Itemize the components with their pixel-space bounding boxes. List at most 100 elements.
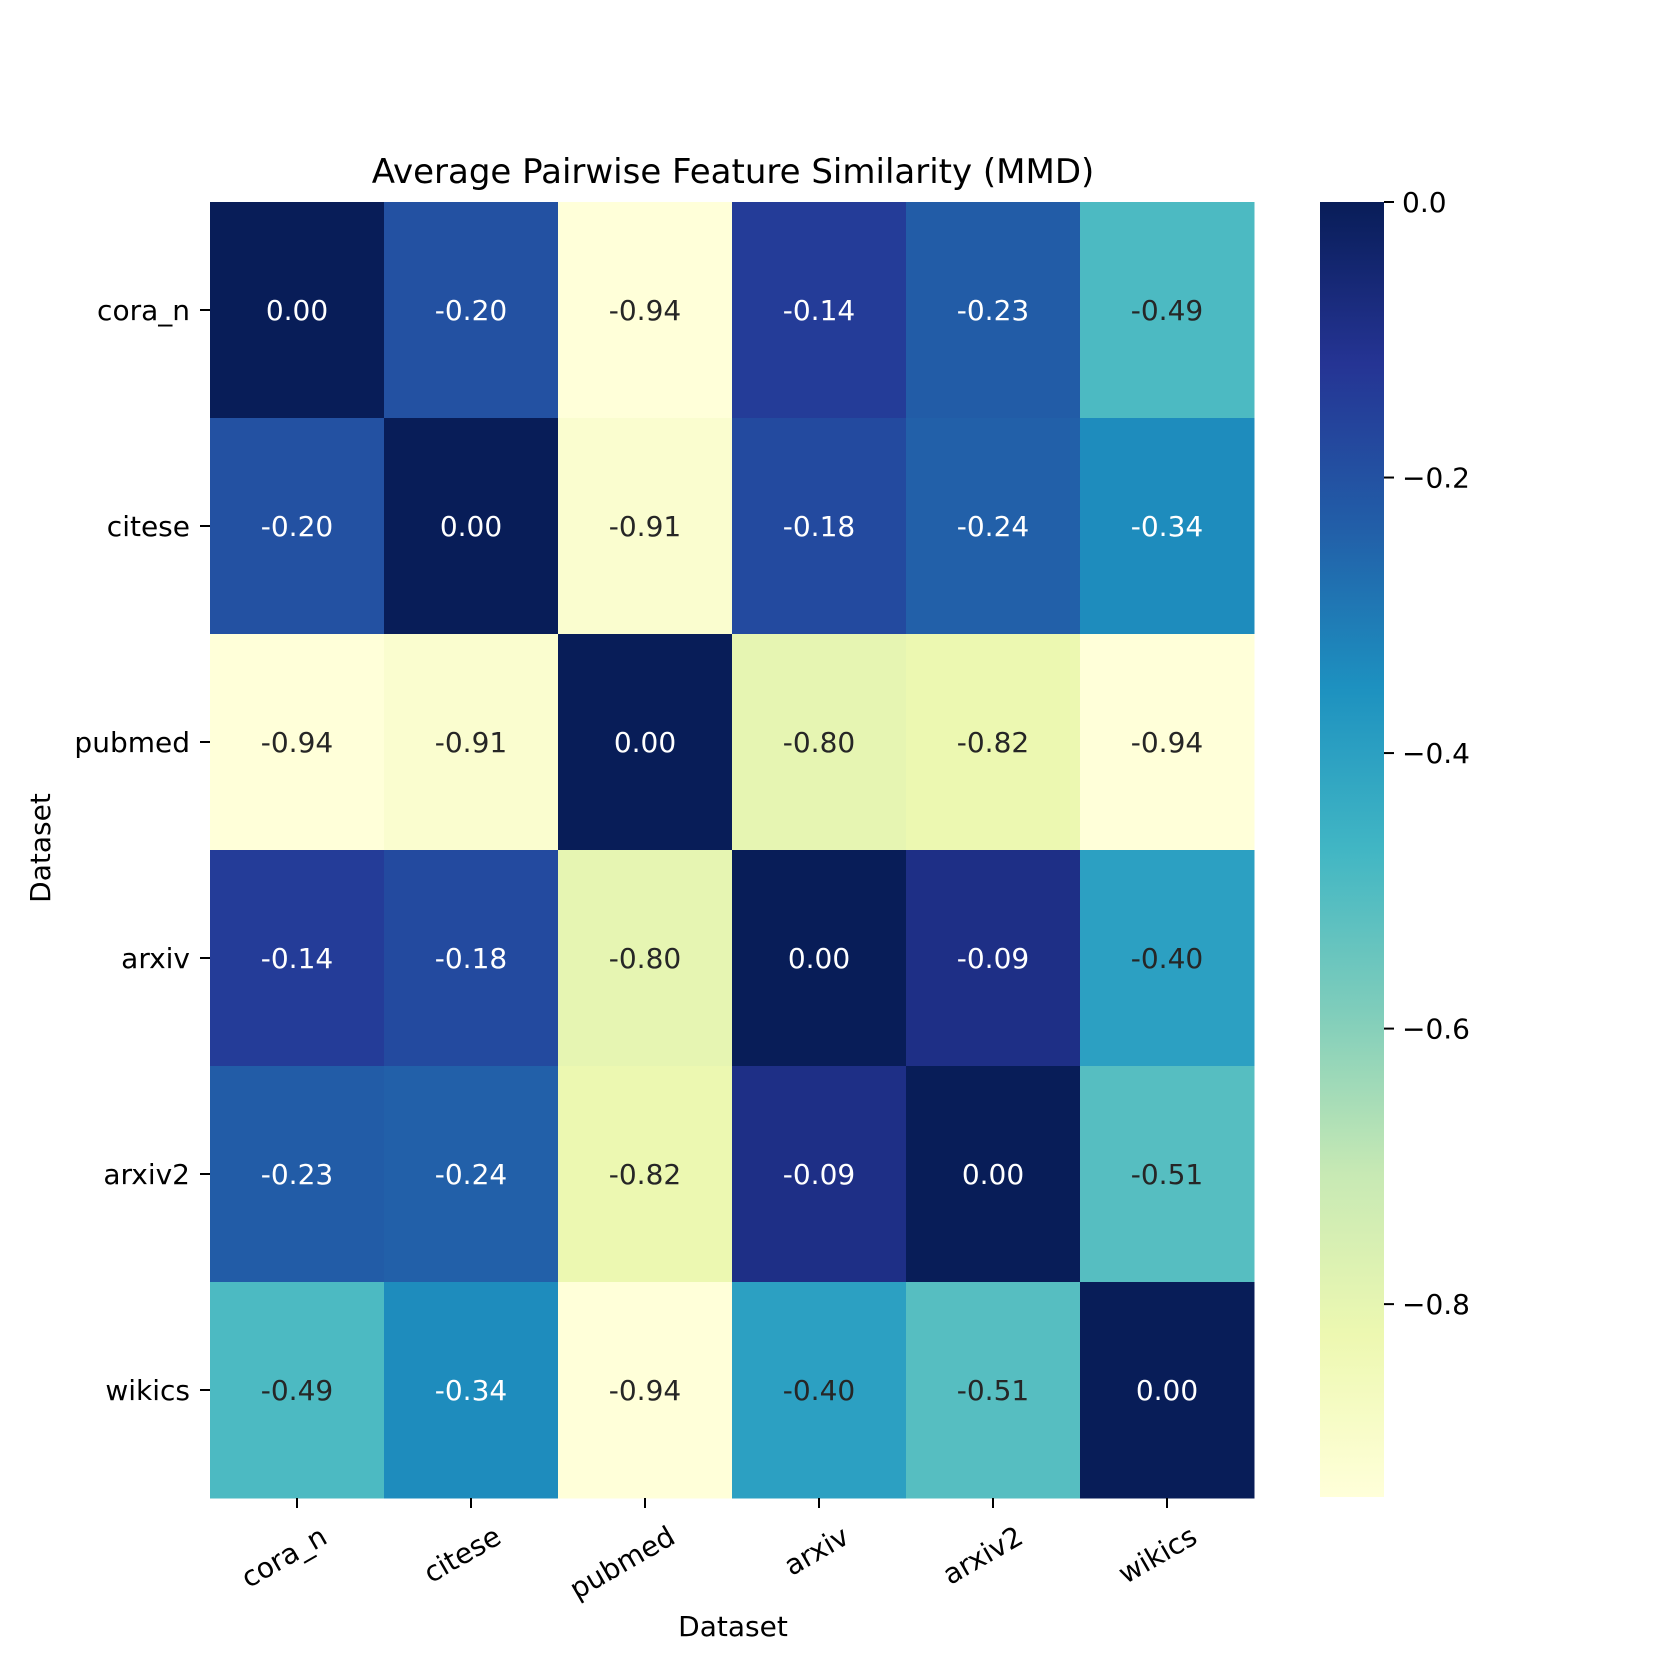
heatmap-cell — [210, 634, 385, 851]
heatmap-cell — [732, 634, 907, 851]
cell-value-label: -0.34 — [435, 1374, 507, 1407]
heatmap-cell — [1080, 1282, 1255, 1499]
y-tick-label: citese — [107, 510, 190, 543]
cell-value-label: -0.24 — [435, 1158, 507, 1191]
cell-value-label: -0.82 — [609, 1158, 681, 1191]
cell-value-label: -0.18 — [783, 510, 855, 543]
heatmap-cell — [1080, 202, 1255, 419]
heatmap-cell — [558, 1282, 733, 1499]
colorbar-tick-label: −0.8 — [1402, 1288, 1470, 1321]
x-tick-label: wikics — [1113, 1519, 1203, 1590]
colorbar-tick-label: −0.2 — [1402, 462, 1470, 495]
cell-value-label: -0.94 — [609, 1374, 681, 1407]
cell-value-label: 0.00 — [1136, 1374, 1198, 1407]
colorbar-tick-label: −0.4 — [1402, 737, 1470, 770]
heatmap-cell — [210, 1282, 385, 1499]
cell-value-label: -0.40 — [783, 1374, 855, 1407]
heatmap-cell — [384, 1066, 559, 1283]
cell-value-label: 0.00 — [962, 1158, 1024, 1191]
heatmap-cells — [210, 202, 1255, 1499]
cell-value-label: -0.94 — [261, 726, 333, 759]
x-tick-label: pubmed — [564, 1519, 681, 1605]
heatmap-cell — [906, 418, 1081, 635]
x-axis: cora_n citese pubmed arxiv arxiv2 wikics — [236, 1498, 1203, 1606]
heatmap-cell — [1080, 634, 1255, 851]
cell-value-label: -0.49 — [261, 1374, 333, 1407]
y-axis-label: Dataset — [24, 793, 57, 903]
heatmap-cell — [732, 1066, 907, 1283]
cell-value-label: -0.23 — [957, 294, 1029, 327]
cell-value-label: -0.09 — [783, 1158, 855, 1191]
heatmap-cell — [732, 202, 907, 419]
heatmap-cell — [210, 202, 385, 419]
cell-value-label: -0.94 — [1131, 726, 1203, 759]
cell-value-label: -0.34 — [1131, 510, 1203, 543]
heatmap-cell — [384, 202, 559, 419]
heatmap-cell — [384, 418, 559, 635]
colorbar-ticks: 0.0 −0.2 −0.4 −0.6 −0.8 — [1384, 186, 1470, 1321]
cell-value-label: 0.00 — [266, 294, 328, 327]
heatmap-cell — [732, 850, 907, 1067]
cell-value-label: -0.40 — [1131, 942, 1203, 975]
cell-value-label: -0.20 — [435, 294, 507, 327]
heatmap-cell — [906, 1066, 1081, 1283]
cell-value-label: -0.82 — [957, 726, 1029, 759]
heatmap-cell — [210, 850, 385, 1067]
heatmap-cell — [906, 202, 1081, 419]
heatmap-cell — [1080, 418, 1255, 635]
cell-value-label: -0.51 — [1131, 1158, 1203, 1191]
colorbar-tick-label: 0.0 — [1402, 186, 1447, 219]
cell-value-label: -0.80 — [609, 942, 681, 975]
heatmap-cell — [732, 418, 907, 635]
heatmap-cell — [906, 1282, 1081, 1499]
y-tick-label: arxiv2 — [103, 1158, 190, 1191]
heatmap-cell — [906, 850, 1081, 1067]
cell-value-label: -0.91 — [609, 510, 681, 543]
y-tick-label: wikics — [105, 1374, 190, 1407]
heatmap-cell — [384, 850, 559, 1067]
cell-value-label: 0.00 — [788, 942, 850, 975]
x-axis-label: Dataset — [678, 1610, 788, 1643]
cell-value-label: -0.09 — [957, 942, 1029, 975]
x-tick-label: arxiv2 — [937, 1519, 1029, 1591]
x-tick-label: citese — [418, 1519, 507, 1589]
colorbar: 0.0 −0.2 −0.4 −0.6 −0.8 — [1320, 186, 1470, 1497]
heatmap-cell — [558, 1066, 733, 1283]
heatmap-cell — [558, 202, 733, 419]
y-tick-label: cora_n — [97, 294, 190, 327]
heatmap-cell — [210, 1066, 385, 1283]
cell-value-label: -0.14 — [261, 942, 333, 975]
x-tick-label: cora_n — [236, 1519, 333, 1594]
cell-value-label: -0.23 — [261, 1158, 333, 1191]
cell-value-label: -0.94 — [609, 294, 681, 327]
cell-value-label: -0.91 — [435, 726, 507, 759]
colorbar-gradient — [1320, 202, 1384, 1497]
cell-value-label: -0.24 — [957, 510, 1029, 543]
heatmap-cell — [558, 634, 733, 851]
y-tick-label: pubmed — [74, 726, 190, 759]
colorbar-tick-label: −0.6 — [1402, 1013, 1470, 1046]
heatmap-cell — [1080, 850, 1255, 1067]
cell-value-label: -0.49 — [1131, 294, 1203, 327]
chart-title: Average Pairwise Feature Similarity (MMD… — [372, 152, 1095, 192]
heatmap-cell — [558, 418, 733, 635]
cell-value-label: 0.00 — [440, 510, 502, 543]
heatmap-cell — [384, 1282, 559, 1499]
cell-value-label: -0.14 — [783, 294, 855, 327]
heatmap-cell — [384, 634, 559, 851]
cell-value-label: -0.51 — [957, 1374, 1029, 1407]
heatmap-cell — [210, 418, 385, 635]
cell-value-label: -0.80 — [783, 726, 855, 759]
x-tick-label: arxiv — [778, 1519, 854, 1582]
cell-value-label: 0.00 — [614, 726, 676, 759]
cell-value-label: -0.18 — [435, 942, 507, 975]
heatmap-value-labels: 0.00 -0.20 -0.94 -0.14 -0.23 -0.49 -0.20 0.00 -0… — [261, 294, 1203, 1407]
cell-value-label: -0.20 — [261, 510, 333, 543]
heatmap-cell — [906, 634, 1081, 851]
heatmap-cell — [1080, 1066, 1255, 1283]
heatmap-cell — [558, 850, 733, 1067]
heatmap-cell — [732, 1282, 907, 1499]
y-tick-label: arxiv — [121, 942, 190, 975]
